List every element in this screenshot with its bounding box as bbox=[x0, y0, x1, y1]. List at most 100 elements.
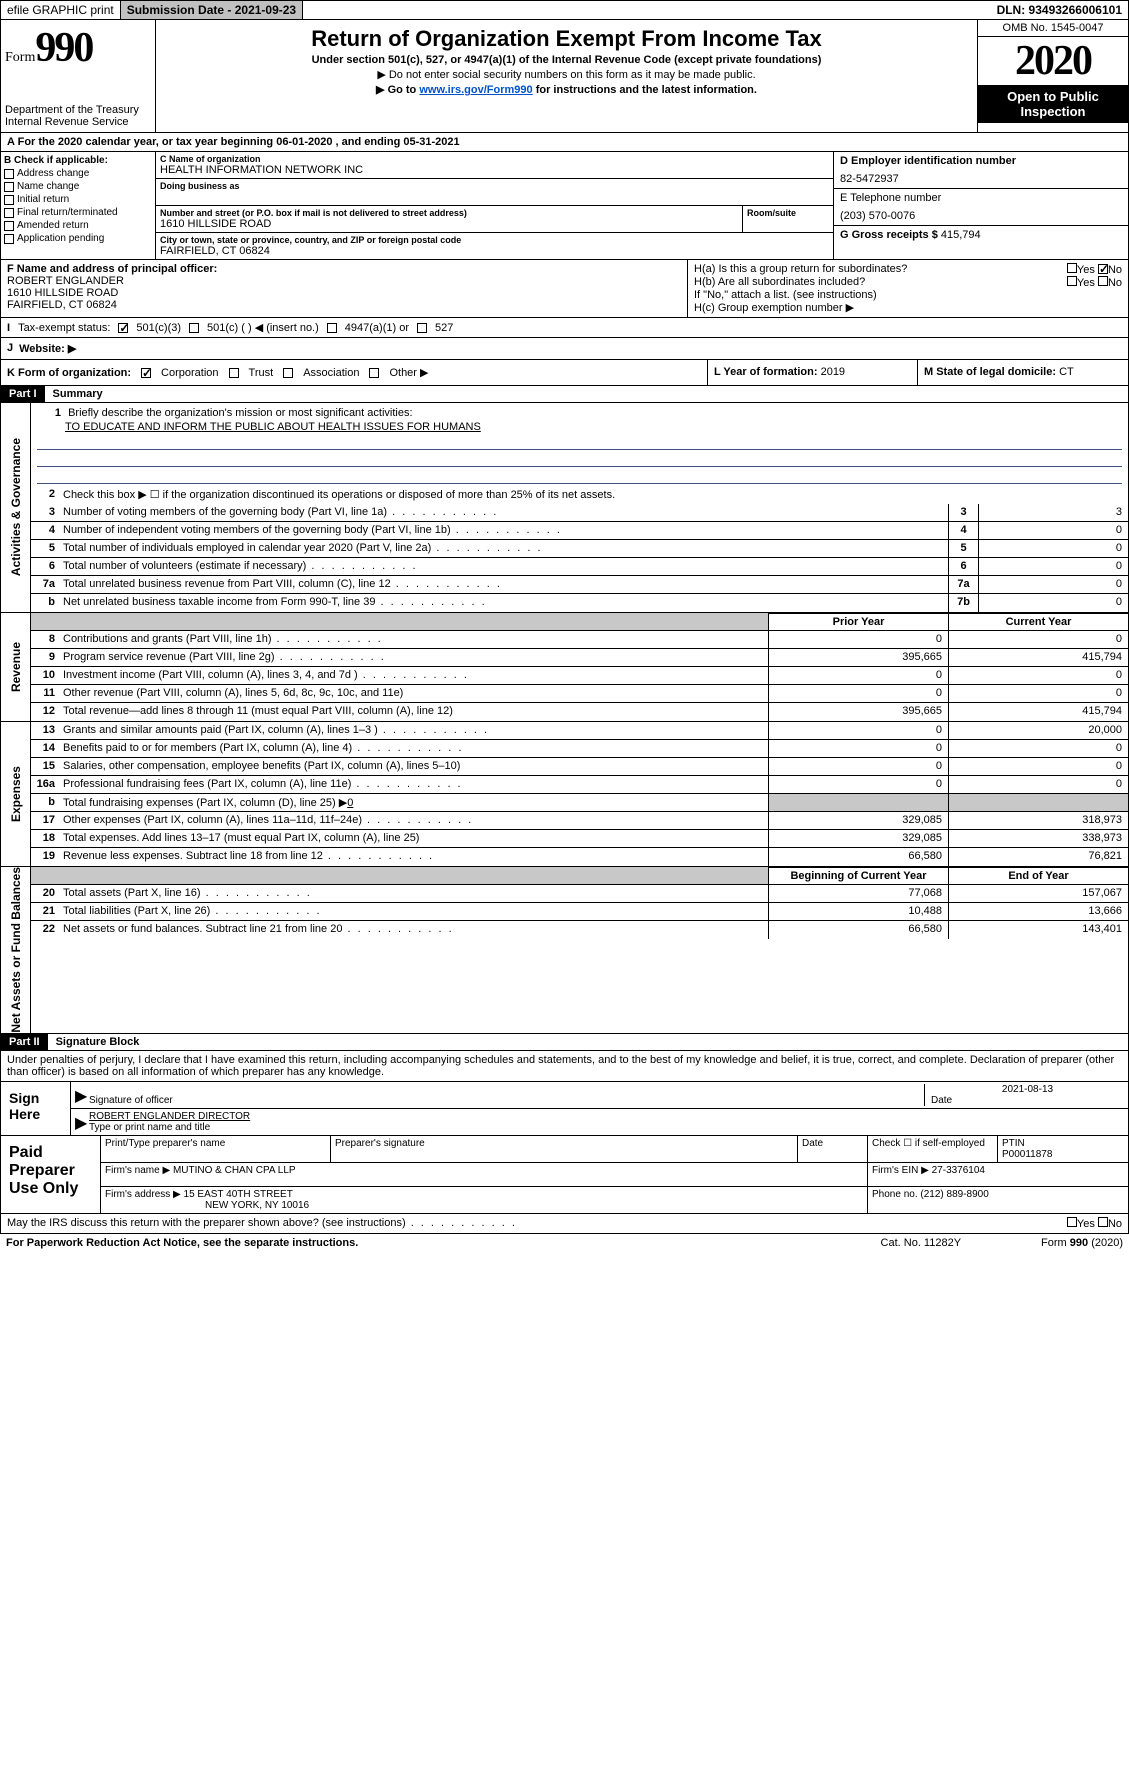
chk-application-pending[interactable]: Application pending bbox=[4, 233, 152, 244]
line-8: Contributions and grants (Part VIII, lin… bbox=[59, 631, 768, 648]
perjury-statement: Under penalties of perjury, I declare th… bbox=[1, 1051, 1128, 1081]
arrow-icon: ▶ bbox=[75, 1113, 89, 1133]
chk-501c-other[interactable] bbox=[189, 323, 199, 333]
officer-name: ROBERT ENGLANDER bbox=[7, 275, 681, 287]
fh-block: F Name and address of principal officer:… bbox=[0, 260, 1129, 318]
line-5: Total number of individuals employed in … bbox=[59, 540, 948, 557]
chk-4947[interactable] bbox=[327, 323, 337, 333]
hb-label: H(b) Are all subordinates included? bbox=[694, 276, 865, 289]
part-i-header: Part I Summary bbox=[0, 386, 1129, 403]
footer-row: For Paperwork Reduction Act Notice, see … bbox=[0, 1234, 1129, 1252]
line-1: 1 Briefly describe the organization's mi… bbox=[31, 403, 1128, 486]
omb-number: OMB No. 1545-0047 bbox=[978, 20, 1128, 37]
line-7a: Total unrelated business revenue from Pa… bbox=[59, 576, 948, 593]
sign-here-label: Sign Here bbox=[1, 1082, 71, 1135]
line-6: Total number of volunteers (estimate if … bbox=[59, 558, 948, 575]
vtab-governance: Activities & Governance bbox=[1, 403, 31, 612]
val-7a: 0 bbox=[978, 576, 1128, 593]
chk-amended-return[interactable]: Amended return bbox=[4, 220, 152, 231]
preparer-name-hdr: Print/Type preparer's name bbox=[101, 1136, 331, 1162]
line-20: Total assets (Part X, line 16) bbox=[59, 885, 768, 902]
line-2: Check this box ▶ ☐ if the organization d… bbox=[59, 486, 1128, 504]
efile-label[interactable]: efile GRAPHIC print bbox=[1, 1, 121, 19]
chk-501c3[interactable] bbox=[118, 323, 128, 333]
val-4: 0 bbox=[978, 522, 1128, 539]
hb-no-chk[interactable] bbox=[1098, 276, 1108, 286]
form-ref: Form 990 (2020) bbox=[1041, 1237, 1123, 1249]
val-6: 0 bbox=[978, 558, 1128, 575]
chk-corporation[interactable] bbox=[141, 368, 151, 378]
box-d: D Employer identification number82-54729… bbox=[834, 152, 1128, 189]
current-year-hdr: Current Year bbox=[948, 613, 1128, 630]
city-label: City or town, state or province, country… bbox=[160, 235, 829, 245]
box-k: K Form of organization: Corporation Trus… bbox=[1, 360, 708, 385]
paid-preparer-label: Paid Preparer Use Only bbox=[1, 1136, 101, 1213]
box-b: B Check if applicable: Address change Na… bbox=[1, 152, 156, 259]
dba-label: Doing business as bbox=[160, 181, 829, 191]
line-4: Number of independent voting members of … bbox=[59, 522, 948, 539]
open-public-inspection: Open to Public Inspection bbox=[978, 85, 1128, 123]
chk-name-change[interactable]: Name change bbox=[4, 181, 152, 192]
hc-label: H(c) Group exemption number ▶ bbox=[694, 301, 1122, 314]
ha-yes-chk[interactable] bbox=[1067, 263, 1077, 273]
line-17: Other expenses (Part IX, column (A), lin… bbox=[59, 812, 768, 829]
officer-printed-name: ROBERT ENGLANDER DIRECTOR bbox=[89, 1111, 1124, 1122]
chk-initial-return[interactable]: Initial return bbox=[4, 194, 152, 205]
tax-status-row: I Tax-exempt status: 501(c)(3) 501(c) ( … bbox=[0, 318, 1129, 338]
line-19: Revenue less expenses. Subtract line 18 … bbox=[59, 848, 768, 866]
line-18: Total expenses. Add lines 13–17 (must eq… bbox=[59, 830, 768, 847]
city-value: FAIRFIELD, CT 06824 bbox=[160, 245, 829, 257]
prior-year-hdr: Prior Year bbox=[768, 613, 948, 630]
irs-link[interactable]: www.irs.gov/Form990 bbox=[419, 84, 532, 96]
submission-date-button[interactable]: Submission Date - 2021-09-23 bbox=[121, 1, 303, 19]
begin-year-hdr: Beginning of Current Year bbox=[768, 867, 948, 884]
chk-address-change[interactable]: Address change bbox=[4, 168, 152, 179]
org-name: HEALTH INFORMATION NETWORK INC bbox=[160, 164, 829, 176]
firm-phone: (212) 889-8900 bbox=[920, 1189, 988, 1200]
header-right: OMB No. 1545-0047 2020 Open to Public In… bbox=[978, 20, 1128, 132]
box-c: C Name of organizationHEALTH INFORMATION… bbox=[156, 152, 833, 259]
line-9: Program service revenue (Part VIII, line… bbox=[59, 649, 768, 666]
net-assets-section: Net Assets or Fund Balances Beginning of… bbox=[0, 867, 1129, 1034]
expenses-section: Expenses 13Grants and similar amounts pa… bbox=[0, 722, 1129, 867]
box-m: M State of legal domicile: CT bbox=[918, 360, 1128, 385]
chk-final-return[interactable]: Final return/terminated bbox=[4, 207, 152, 218]
year-formation: 2019 bbox=[821, 366, 845, 378]
firm-addr2: NEW YORK, NY 10016 bbox=[205, 1200, 309, 1211]
part-ii-header: Part II Signature Block bbox=[0, 1034, 1129, 1051]
sig-date: 2021-08-13 bbox=[931, 1084, 1124, 1095]
val-7b: 0 bbox=[978, 594, 1128, 612]
gross-receipts: 415,794 bbox=[941, 229, 981, 241]
self-employed-chk[interactable]: Check ☐ if self-employed bbox=[868, 1136, 998, 1162]
preparer-sig-hdr: Preparer's signature bbox=[331, 1136, 798, 1162]
val-5: 0 bbox=[978, 540, 1128, 557]
line-10: Investment income (Part VIII, column (A)… bbox=[59, 667, 768, 684]
right-deg-block: D Employer identification number82-54729… bbox=[833, 152, 1128, 259]
klm-row: K Form of organization: Corporation Trus… bbox=[0, 360, 1129, 386]
ha-no-chk[interactable] bbox=[1098, 264, 1108, 274]
line-3: Number of voting members of the governin… bbox=[59, 504, 948, 521]
chk-other[interactable] bbox=[369, 368, 379, 378]
identity-block: B Check if applicable: Address change Na… bbox=[0, 152, 1129, 260]
line-16b: Total fundraising expenses (Part IX, col… bbox=[59, 794, 768, 811]
top-bar: efile GRAPHIC print Submission Date - 20… bbox=[0, 0, 1129, 20]
ptin-value: P00011878 bbox=[1002, 1149, 1124, 1160]
hb-yes-chk[interactable] bbox=[1067, 276, 1077, 286]
discuss-row: May the IRS discuss this return with the… bbox=[0, 1214, 1129, 1234]
ein-value: 82-5472937 bbox=[840, 173, 1122, 185]
goto-note: ▶ Go to www.irs.gov/Form990 for instruct… bbox=[164, 83, 969, 96]
chk-527[interactable] bbox=[417, 323, 427, 333]
line-7b: Net unrelated business taxable income fr… bbox=[59, 594, 948, 612]
form-title: Return of Organization Exempt From Incom… bbox=[164, 26, 969, 52]
box-b-header: B Check if applicable: bbox=[4, 155, 152, 166]
dept-label: Department of the Treasury Internal Reve… bbox=[5, 104, 151, 128]
discuss-yes-chk[interactable] bbox=[1067, 1217, 1077, 1227]
header-left: Form990 Department of the Treasury Inter… bbox=[1, 20, 156, 132]
chk-association[interactable] bbox=[283, 368, 293, 378]
discuss-no-chk[interactable] bbox=[1098, 1217, 1108, 1227]
line-14: Benefits paid to or for members (Part IX… bbox=[59, 740, 768, 757]
ha-label: H(a) Is this a group return for subordin… bbox=[694, 263, 907, 276]
vtab-expenses: Expenses bbox=[1, 722, 31, 866]
chk-trust[interactable] bbox=[229, 368, 239, 378]
line-16a: Professional fundraising fees (Part IX, … bbox=[59, 776, 768, 793]
